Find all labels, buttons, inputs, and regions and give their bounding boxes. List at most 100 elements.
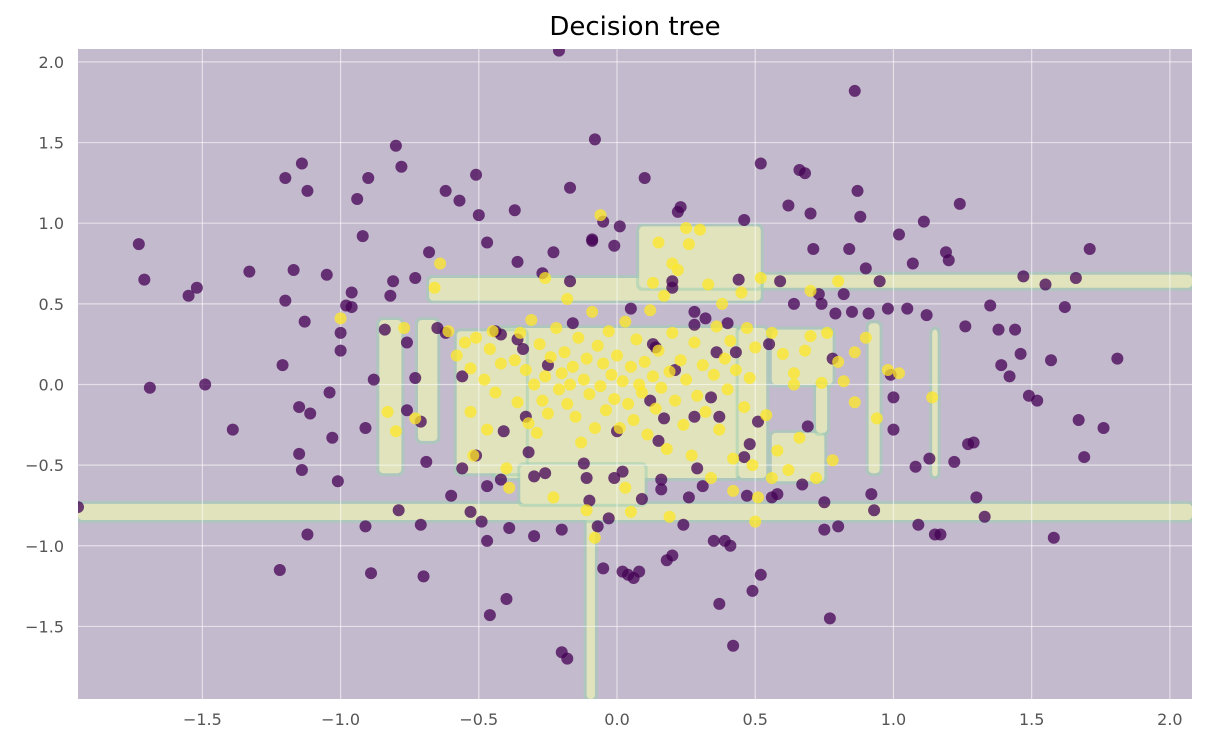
scatter-point bbox=[494, 357, 507, 370]
scatter-point bbox=[738, 451, 751, 464]
scatter-point bbox=[948, 455, 961, 468]
scatter-point bbox=[293, 401, 306, 414]
x-tick-label: 0.5 bbox=[743, 710, 768, 729]
x-tick-label: −0.5 bbox=[459, 710, 498, 729]
scatter-point bbox=[304, 407, 317, 420]
scatter-point bbox=[707, 368, 720, 381]
x-tick-label: 0.0 bbox=[604, 710, 629, 729]
scatter-point bbox=[481, 534, 494, 547]
scatter-point bbox=[663, 365, 676, 378]
scatter-point bbox=[583, 388, 596, 401]
scatter-point bbox=[787, 378, 800, 391]
scatter-point bbox=[729, 363, 742, 376]
scatter-point bbox=[859, 331, 872, 344]
scatter-point bbox=[295, 463, 308, 476]
scatter-point bbox=[356, 230, 369, 243]
scatter-point bbox=[754, 157, 767, 170]
scatter-point bbox=[724, 539, 737, 552]
scatter-point bbox=[721, 383, 734, 396]
scatter-point bbox=[409, 412, 422, 425]
scatter-point bbox=[577, 457, 590, 470]
decision-region bbox=[639, 226, 761, 288]
scatter-point bbox=[434, 257, 447, 270]
scatter-point bbox=[497, 425, 510, 438]
scatter-point bbox=[782, 199, 795, 212]
scatter-point bbox=[660, 443, 673, 455]
scatter-point bbox=[243, 265, 256, 278]
scatter-point bbox=[804, 330, 817, 343]
scatter-point bbox=[727, 639, 740, 652]
scatter-point bbox=[696, 480, 709, 493]
decision-regions bbox=[78, 223, 1192, 699]
scatter-point bbox=[1078, 451, 1091, 464]
scatter-point bbox=[226, 423, 239, 436]
scatter-point bbox=[829, 307, 842, 320]
scatter-point bbox=[705, 391, 718, 404]
scatter-point bbox=[705, 472, 718, 485]
scatter-point bbox=[760, 409, 773, 422]
scatter-point bbox=[423, 246, 436, 259]
scatter-point bbox=[561, 397, 574, 410]
scatter-point bbox=[746, 459, 759, 472]
scatter-point bbox=[508, 354, 521, 367]
scatter-point bbox=[566, 360, 579, 373]
scatter-point bbox=[710, 320, 723, 333]
scatter-point bbox=[837, 288, 850, 301]
scatter-point bbox=[539, 370, 552, 383]
scatter-point bbox=[1045, 354, 1058, 367]
scatter-point bbox=[331, 475, 344, 488]
scatter-point bbox=[378, 323, 391, 336]
scatter-point bbox=[995, 359, 1008, 372]
scatter-point bbox=[594, 380, 607, 393]
scatter-point bbox=[359, 422, 372, 435]
scatter-point bbox=[622, 397, 635, 410]
scatter-point bbox=[619, 481, 632, 494]
scatter-point bbox=[602, 325, 615, 338]
scatter-point bbox=[481, 236, 494, 249]
scatter-point bbox=[832, 520, 845, 533]
scatter-point bbox=[467, 449, 480, 462]
scatter-point bbox=[387, 275, 400, 288]
scatter-point bbox=[713, 597, 726, 610]
scatter-point bbox=[649, 402, 662, 415]
scatter-point bbox=[577, 373, 590, 386]
scatter-point bbox=[646, 276, 659, 289]
scatter-point bbox=[508, 204, 521, 217]
scatter-point bbox=[732, 273, 745, 286]
scatter-point bbox=[611, 349, 624, 362]
scatter-point bbox=[854, 210, 867, 223]
scatter-point bbox=[398, 322, 411, 335]
plot-area bbox=[78, 49, 1192, 699]
scatter-point bbox=[740, 489, 753, 502]
scatter-point bbox=[763, 338, 776, 351]
scatter-point bbox=[804, 284, 817, 297]
scatter-point bbox=[389, 139, 402, 152]
scatter-point bbox=[381, 405, 394, 418]
x-axis-tick-labels: −1.5 −1.0 −0.5 0.0 0.5 1.0 1.5 2.0 bbox=[183, 710, 1183, 729]
scatter-point bbox=[359, 520, 372, 533]
scatter-point bbox=[442, 325, 455, 338]
decision-region bbox=[755, 274, 1192, 288]
scatter-point bbox=[456, 462, 469, 475]
scatter-point bbox=[721, 317, 734, 330]
chart-title: Decision tree bbox=[549, 12, 720, 42]
scatter-point bbox=[845, 305, 858, 318]
x-tick-label: 1.5 bbox=[1019, 710, 1044, 729]
scatter-point bbox=[804, 207, 817, 220]
scatter-point bbox=[655, 473, 668, 486]
scatter-point bbox=[807, 243, 820, 255]
scatter-point bbox=[525, 313, 538, 326]
scatter-point bbox=[743, 438, 756, 451]
scatter-point bbox=[843, 243, 856, 255]
decision-region bbox=[418, 319, 438, 441]
scatter-point bbox=[494, 473, 507, 486]
scatter-point bbox=[912, 518, 925, 531]
scatter-point bbox=[641, 428, 654, 441]
scatter-point bbox=[591, 339, 604, 352]
scatter-point bbox=[453, 194, 466, 207]
series-0 bbox=[78, 49, 1124, 665]
scatter-point bbox=[138, 273, 151, 286]
scatter-point bbox=[735, 286, 748, 299]
scatter-point bbox=[1003, 370, 1016, 383]
scatter-point bbox=[547, 491, 560, 504]
